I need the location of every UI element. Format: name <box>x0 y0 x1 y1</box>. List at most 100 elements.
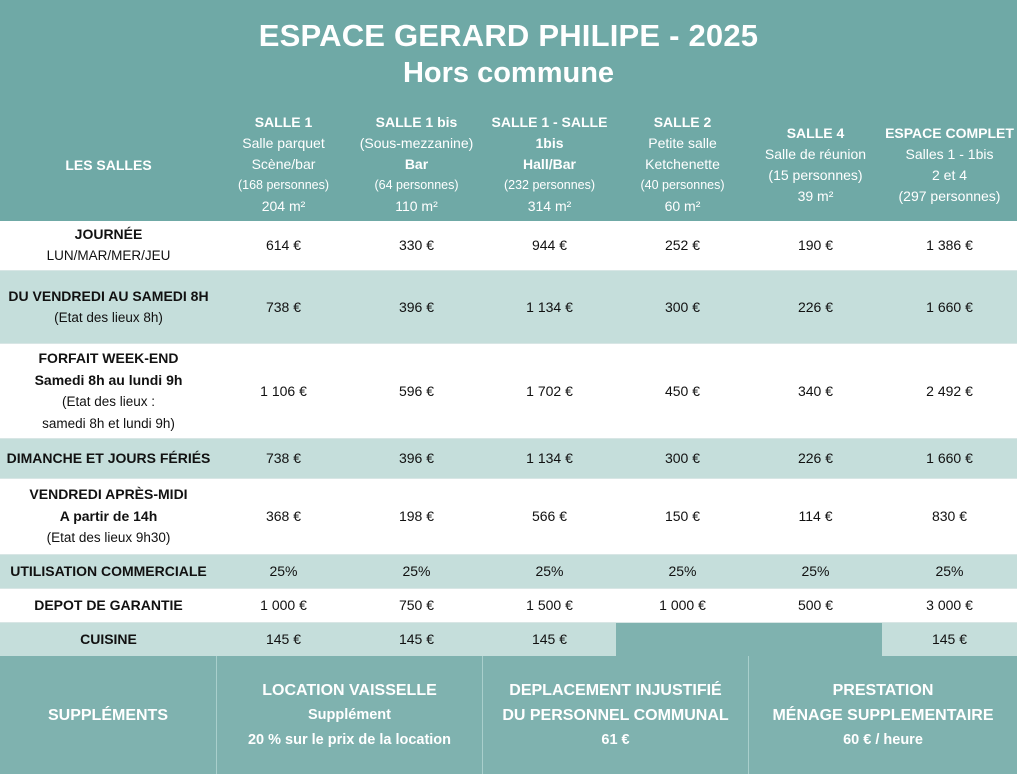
price-cell: 300 € <box>616 270 749 344</box>
row-bold-line: Samedi 8h au lundi 9h <box>34 371 183 388</box>
price-cell: 150 € <box>616 478 749 555</box>
row-label-vendredi-samedi: DU VENDREDI AU SAMEDI 8H (Etat des lieux… <box>0 270 217 344</box>
row-subtitle: samedi 8h et lundi 9h) <box>42 415 175 431</box>
page-subtitle: Hors commune <box>402 57 615 89</box>
supplement-line: 20 % sur le prix de la location <box>247 731 452 748</box>
percent-cell: 25% <box>616 554 749 589</box>
percent-cell: 25% <box>350 554 483 589</box>
price-cell: 2 492 € <box>882 343 1017 439</box>
supplements-label: SUPPLÉMENTS <box>47 706 168 724</box>
price-cell: 396 € <box>350 270 483 344</box>
price-cell: 3 000 € <box>882 588 1017 623</box>
price-cell: 1 000 € <box>217 588 350 623</box>
supplement-line: 61 € <box>601 731 630 748</box>
supplement-line: MÉNAGE SUPPLEMENTAIRE <box>772 706 994 724</box>
row-subtitle: (Etat des lieux : <box>61 393 156 409</box>
price-cell: 1 106 € <box>217 343 350 439</box>
supplement-title: LOCATION VAISSELLE <box>262 681 437 699</box>
column-capacity: (40 personnes) <box>640 178 725 192</box>
column-header-salle-1-salle-1bis: SALLE 1 - SALLE 1bis Hall/Bar (232 perso… <box>483 108 616 221</box>
column-header-espace-complet: ESPACE COMPLET Salles 1 - 1bis 2 et 4 (2… <box>882 108 1017 221</box>
price-cell: 330 € <box>350 221 483 271</box>
corner-label: LES SALLES <box>0 108 217 221</box>
row-title: VENDREDI APRÈS-MIDI <box>29 486 188 502</box>
column-line: Scène/bar <box>251 156 316 172</box>
price-cell: 1 134 € <box>483 270 616 344</box>
price-cell: 340 € <box>749 343 882 439</box>
supplements-band: SUPPLÉMENTS LOCATION VAISSELLE Supplémen… <box>0 656 1017 774</box>
table-row: DEPOT DE GARANTIE 1 000 € 750 € 1 500 € … <box>0 588 1017 623</box>
row-label-depot-garantie: DEPOT DE GARANTIE <box>0 588 217 623</box>
column-line: (15 personnes) <box>768 166 863 183</box>
column-name: SALLE 1 <box>254 114 313 130</box>
price-cell: 145 € <box>483 622 616 657</box>
price-cell: 145 € <box>217 622 350 657</box>
column-line: 1bis <box>535 135 564 151</box>
price-cell: 396 € <box>350 438 483 479</box>
price-cell: 1 000 € <box>616 588 749 623</box>
supplement-location-vaisselle: LOCATION VAISSELLE Supplément 20 % sur l… <box>217 656 483 774</box>
supplement-deplacement: DEPLACEMENT INJUSTIFIÉ DU PERSONNEL COMM… <box>483 656 749 774</box>
column-header-salle-1: SALLE 1 Salle parquet Scène/bar (168 per… <box>217 108 350 221</box>
column-name: SALLE 1 bis <box>375 114 458 130</box>
row-subtitle: LUN/MAR/MER/JEU <box>46 248 171 264</box>
price-cell: 368 € <box>217 478 350 555</box>
price-cell: 1 386 € <box>882 221 1017 271</box>
supplement-line: DU PERSONNEL COMMUNAL <box>502 706 729 724</box>
title-banner: ESPACE GERARD PHILIPE - 2025 Hors commun… <box>0 0 1017 108</box>
row-title: JOURNÉE <box>74 226 143 243</box>
price-cell: 226 € <box>749 270 882 344</box>
column-line: 2 et 4 <box>931 166 968 183</box>
price-cell: 252 € <box>616 221 749 271</box>
price-cell: 114 € <box>749 478 882 555</box>
table-row: UTILISATION COMMERCIALE 25% 25% 25% 25% … <box>0 554 1017 589</box>
table-row: CUISINE 145 € 145 € 145 € 145 € <box>0 622 1017 657</box>
price-cell: 1 660 € <box>882 270 1017 344</box>
price-cell: 500 € <box>749 588 882 623</box>
empty-cell <box>616 622 749 657</box>
page-title: ESPACE GERARD PHILIPE - 2025 <box>258 18 759 53</box>
column-line: Petite salle <box>648 135 717 151</box>
row-bold-line: A partir de 14h <box>59 508 158 524</box>
row-label-dimanche: DIMANCHE ET JOURS FÉRIÉS <box>0 438 217 479</box>
price-cell: 830 € <box>882 478 1017 555</box>
supplement-title: PRESTATION <box>832 681 934 699</box>
percent-cell: 25% <box>483 554 616 589</box>
column-header-salle-1-bis: SALLE 1 bis (Sous-mezzanine) Bar (64 per… <box>350 108 483 221</box>
column-name: ESPACE COMPLET <box>885 124 1014 141</box>
row-label-vendredi-apres-midi: VENDREDI APRÈS-MIDI A partir de 14h (Eta… <box>0 478 217 555</box>
column-line: (Sous-mezzanine) <box>359 135 474 151</box>
price-cell: 450 € <box>616 343 749 439</box>
price-cell: 738 € <box>217 270 350 344</box>
row-label-journee: JOURNÉE LUN/MAR/MER/JEU <box>0 221 217 271</box>
column-name: SALLE 4 <box>786 124 845 141</box>
percent-cell: 25% <box>882 554 1017 589</box>
price-cell: 750 € <box>350 588 483 623</box>
price-cell: 566 € <box>483 478 616 555</box>
price-cell: 145 € <box>350 622 483 657</box>
column-header-row: LES SALLES SALLE 1 Salle parquet Scène/b… <box>0 108 1017 221</box>
supplements-label-cell: SUPPLÉMENTS <box>0 656 217 774</box>
percent-cell: 25% <box>217 554 350 589</box>
column-line: Ketchenette <box>645 156 720 172</box>
price-cell: 614 € <box>217 221 350 271</box>
row-title: FORFAIT WEEK-END <box>38 349 179 366</box>
row-subtitle: (Etat des lieux 9h30) <box>46 530 171 545</box>
price-cell: 1 134 € <box>483 438 616 479</box>
column-name: SALLE 2 <box>653 114 712 130</box>
column-name: SALLE 1 - SALLE <box>491 114 608 130</box>
column-line: Hall/Bar <box>523 156 576 172</box>
row-label-utilisation-commerciale: UTILISATION COMMERCIALE <box>0 554 217 589</box>
supplement-line: 60 € / heure <box>843 731 923 748</box>
column-area: 204 m² <box>261 198 306 214</box>
column-area: 60 m² <box>664 198 701 214</box>
percent-cell: 25% <box>749 554 882 589</box>
price-cell: 300 € <box>616 438 749 479</box>
row-label-forfait-week-end: FORFAIT WEEK-END Samedi 8h au lundi 9h (… <box>0 343 217 439</box>
price-cell: 198 € <box>350 478 483 555</box>
column-line: Salles 1 - 1bis <box>905 145 994 162</box>
column-line: Salle de réunion <box>764 145 867 162</box>
price-cell: 944 € <box>483 221 616 271</box>
table-row: DU VENDREDI AU SAMEDI 8H (Etat des lieux… <box>0 270 1017 344</box>
